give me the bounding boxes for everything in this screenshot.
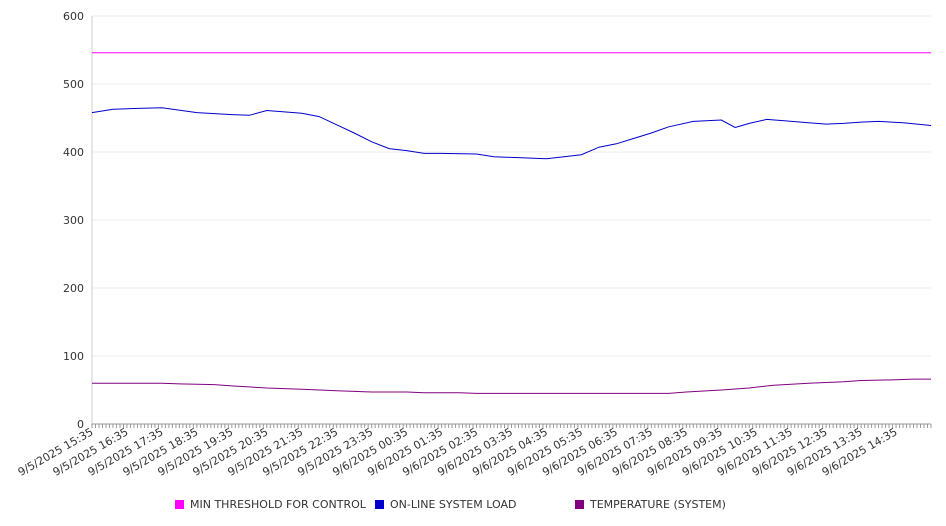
legend-swatch-temperature: [575, 500, 584, 509]
y-tick-label: 200: [63, 282, 84, 295]
legend-label-threshold: MIN THRESHOLD FOR CONTROL: [190, 498, 366, 511]
grid-lines: [92, 15, 931, 357]
y-tick-label: 600: [63, 10, 84, 23]
legend-item-load[interactable]: ON-LINE SYSTEM LOAD: [375, 498, 516, 511]
y-tick-label: 300: [63, 214, 84, 227]
y-tick-label: 400: [63, 146, 84, 159]
x-axis-ticks: 9/5/2025 15:359/5/2025 16:359/5/2025 17:…: [16, 425, 900, 479]
y-axis-ticks: 0 100 200 300 400 500 600: [63, 10, 84, 431]
axes: [91, 16, 932, 428]
line-chart: 0 100 200 300 400 500 600 9/5/2025 15:359/5/20…: [16, 10, 932, 479]
y-tick-label: 0: [77, 418, 84, 431]
series-line-2: [92, 378, 931, 394]
legend-item-threshold[interactable]: MIN THRESHOLD FOR CONTROL: [175, 498, 366, 511]
y-tick-label: 100: [63, 350, 84, 363]
legend-label-load: ON-LINE SYSTEM LOAD: [390, 498, 517, 511]
series-line-1: [91, 107, 932, 160]
legend: MIN THRESHOLD FOR CONTROL ON-LINE SYSTEM…: [0, 498, 946, 518]
series-lines: [91, 52, 932, 394]
legend-swatch-threshold: [175, 500, 184, 509]
legend-label-temperature: TEMPERATURE (SYSTEM): [590, 498, 726, 511]
y-tick-label: 500: [63, 78, 84, 91]
legend-item-temperature[interactable]: TEMPERATURE (SYSTEM): [575, 498, 726, 511]
legend-swatch-load: [375, 500, 384, 509]
